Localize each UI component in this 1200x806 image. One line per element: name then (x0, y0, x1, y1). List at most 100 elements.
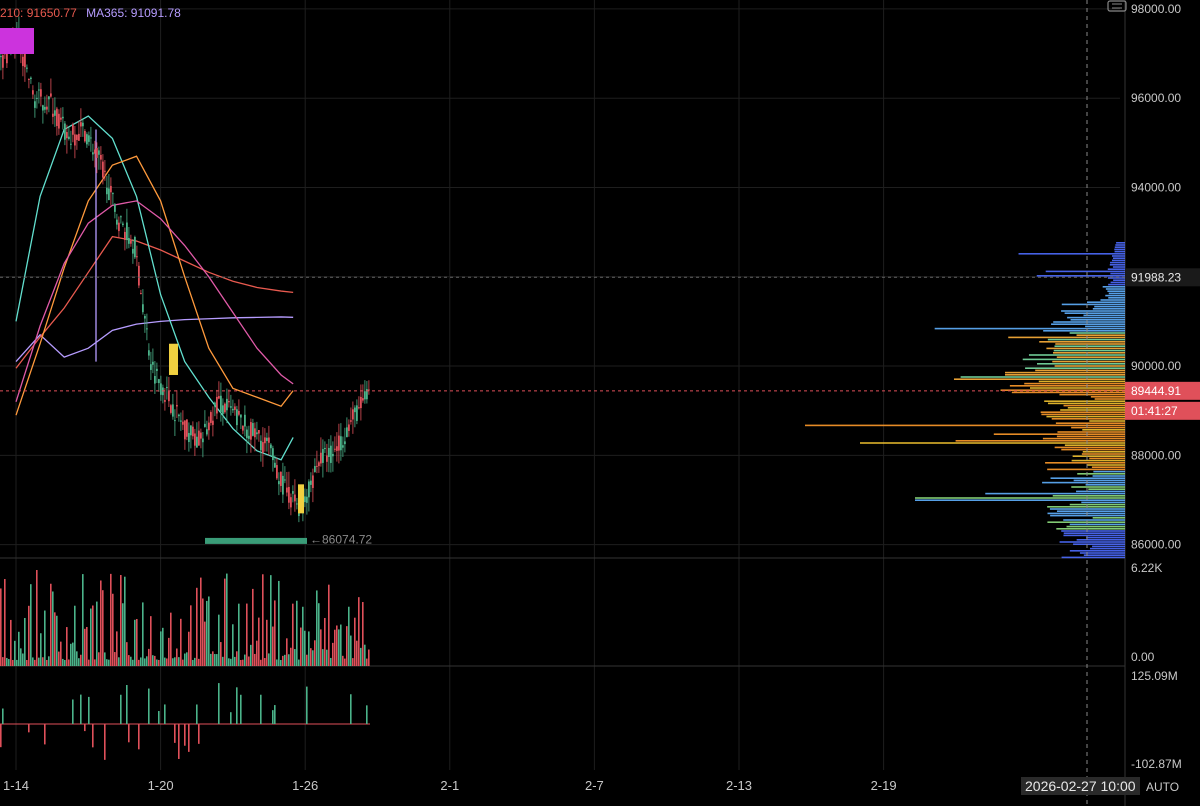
candle-body (86, 134, 88, 145)
volume-bar (360, 647, 362, 666)
profile-bar (1018, 253, 1125, 255)
profile-bar (1043, 330, 1125, 332)
volume-bar (42, 657, 44, 666)
candle-body (200, 432, 202, 439)
volume-bar (32, 657, 34, 666)
candle-body (226, 398, 228, 411)
profile-bar (953, 378, 1125, 380)
volume-bar (148, 648, 150, 666)
candle-body (156, 368, 158, 371)
x-tick-label: 1-20 (148, 778, 174, 793)
oscillator-bars (0, 683, 370, 760)
candle-body (0, 56, 2, 58)
volume-bar (326, 649, 328, 666)
candle-body (250, 422, 252, 440)
candle-body (330, 445, 332, 463)
candle-body (52, 113, 54, 117)
volume-bar (18, 631, 20, 666)
profile-bar (1089, 457, 1125, 460)
profile-bar (1052, 495, 1125, 497)
profile-bar (1061, 448, 1125, 451)
candle-body (196, 436, 198, 448)
profile-bar (1092, 545, 1125, 548)
volume-bar (278, 580, 280, 666)
candle-body (252, 423, 254, 436)
profile-bar (1112, 266, 1125, 268)
volume-bar (132, 659, 134, 666)
volume-bar (368, 649, 370, 666)
profile-bar (1077, 473, 1125, 475)
volume-bar (340, 624, 342, 666)
profile-bar (1076, 334, 1125, 336)
profile-bar (1085, 484, 1125, 486)
osc-bar (138, 724, 140, 750)
osc-bar (72, 699, 74, 724)
profile-bar (1073, 543, 1125, 545)
osc-bar (158, 711, 160, 724)
settings-icon[interactable] (1106, 0, 1128, 12)
volume-bar (250, 644, 252, 666)
candle-body (332, 453, 334, 457)
volume-bar (156, 659, 158, 666)
volume-bar (290, 647, 292, 666)
profile-bar (1047, 402, 1125, 405)
profile-bar (1054, 365, 1125, 367)
profile-bar (1069, 550, 1125, 552)
candle-body (256, 432, 258, 435)
volume-bar (222, 656, 224, 666)
volume-bar (190, 605, 192, 666)
profile-bar (1051, 323, 1125, 325)
hline-price-label: 91988.23 (1131, 270, 1181, 284)
profile-bar (1092, 517, 1125, 519)
moving-averages (15, 115, 294, 461)
profile-bar (1086, 536, 1125, 539)
volume-bar (324, 617, 326, 666)
volume-bar (124, 576, 126, 666)
low-marker-bar (205, 537, 307, 544)
volume-bar (80, 654, 82, 666)
volume-bar (98, 652, 100, 666)
volume-bar (254, 653, 256, 666)
profile-bar (1059, 393, 1125, 396)
volume-bar (62, 658, 64, 666)
profile-bar (1085, 325, 1125, 328)
profile-bar (1057, 431, 1125, 433)
candle-body (274, 462, 276, 468)
volume-bar (220, 642, 222, 666)
profile-bar (1071, 459, 1125, 462)
candle-body (236, 409, 238, 426)
profile-bar (1061, 303, 1125, 306)
profile-bar (1060, 409, 1125, 411)
candle-body (118, 222, 120, 232)
candle-body (96, 147, 98, 158)
candle-body (30, 77, 32, 80)
volume-bar (74, 605, 76, 666)
volume-bar (294, 649, 296, 666)
volume-bar (158, 659, 160, 666)
x-tick-label: 2-1 (440, 778, 459, 793)
profile-bar (1067, 316, 1125, 319)
profile-bar (1044, 400, 1125, 402)
profile-bar (1063, 519, 1125, 521)
volume-bar (234, 656, 236, 666)
candle-body (368, 389, 370, 391)
auto-scale-button[interactable]: AUTO (1146, 780, 1180, 794)
profile-bar (1071, 486, 1125, 488)
profile-bar (1056, 528, 1125, 530)
volume-bar (172, 658, 174, 666)
candle-body (254, 428, 256, 438)
volume-bar (328, 584, 330, 666)
candle-body (240, 414, 242, 418)
volume-bar (28, 605, 30, 666)
profile-bar (1094, 305, 1125, 308)
x-tick-label: 2-19 (871, 778, 897, 793)
candle-body (32, 90, 34, 95)
candle-body (224, 403, 226, 413)
candle-body (194, 433, 196, 446)
volume-bar (78, 658, 80, 666)
volume-bar (308, 631, 310, 666)
volume-bar (318, 603, 320, 666)
volume-bar (96, 601, 98, 666)
